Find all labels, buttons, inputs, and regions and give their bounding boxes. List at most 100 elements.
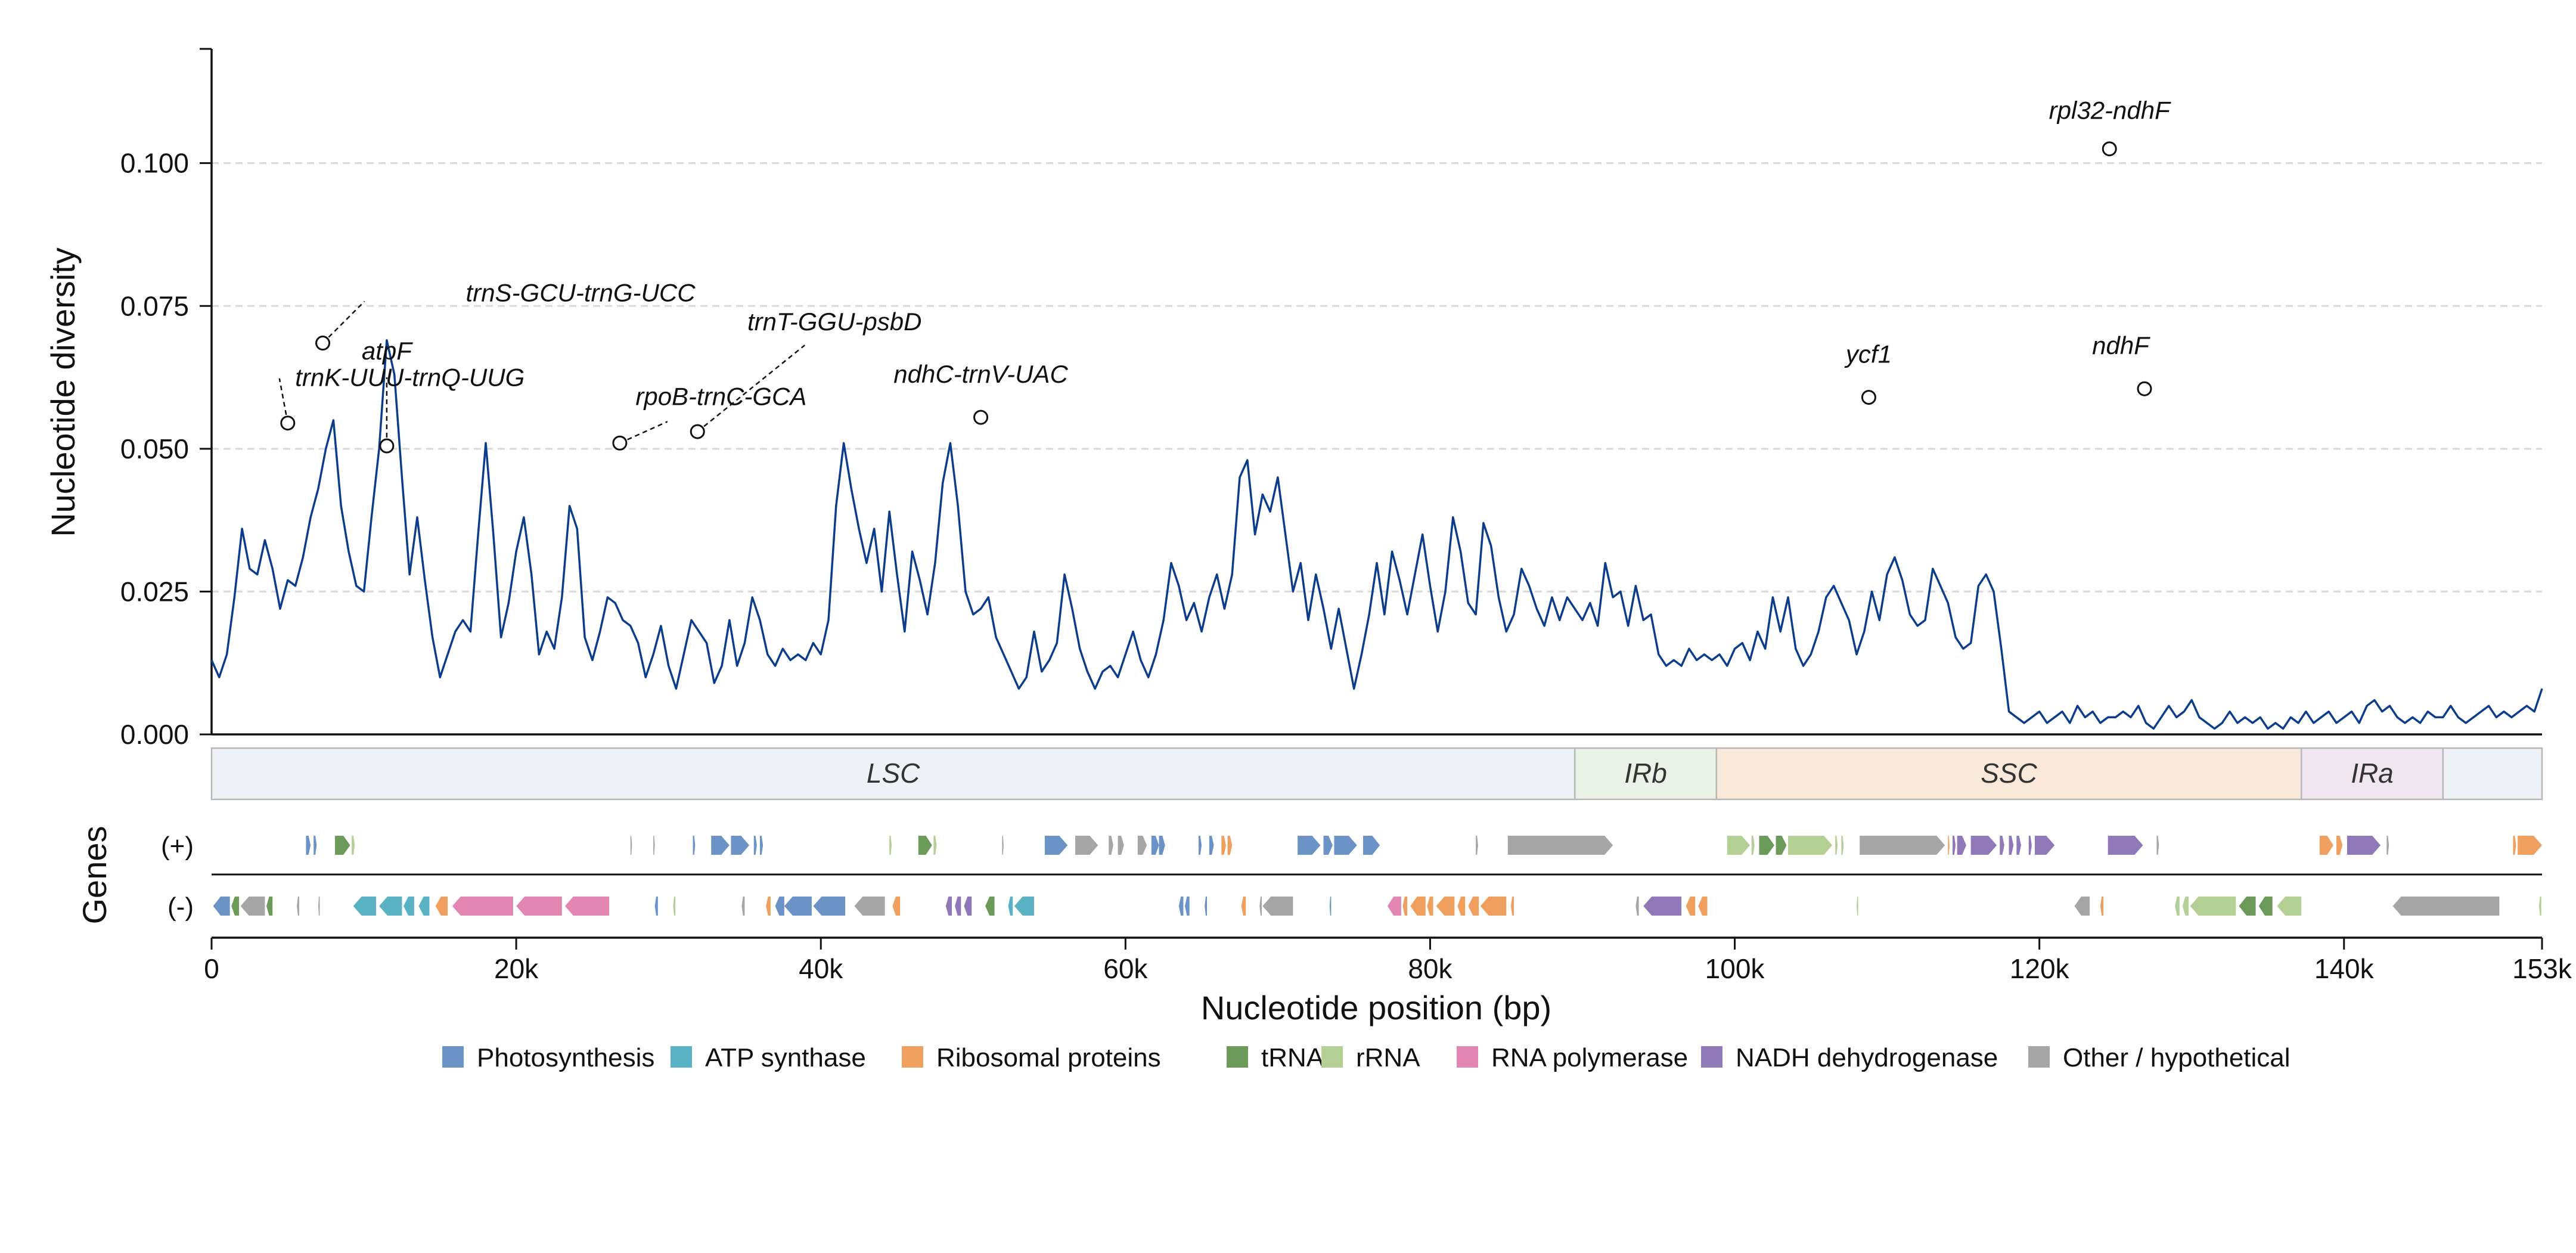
x-tick-label: 60k — [1103, 953, 1148, 984]
annotation-marker — [280, 415, 296, 431]
gene-plus — [2028, 836, 2032, 855]
y-tick-label: 0.025 — [120, 576, 189, 607]
gene-minus — [1008, 897, 1013, 916]
gene-minus — [1241, 897, 1246, 916]
gene-plus — [711, 836, 730, 855]
gene-minus — [1643, 897, 1682, 916]
gene-minus — [1457, 897, 1466, 916]
gene-minus — [266, 897, 273, 916]
x-tick-label: 153k — [2512, 953, 2572, 984]
gene-minus — [1635, 897, 1639, 916]
gene-plus — [2336, 836, 2343, 855]
gene-plus — [1957, 836, 1966, 855]
gene-plus — [731, 836, 750, 855]
gene-minus — [1014, 897, 1034, 916]
peak-annotations: trnK-UUU-trnQ-UUG trnS-GCU-trnG-UCC atpF rp… — [278, 97, 2171, 454]
gene-minus — [1387, 897, 1401, 916]
gene-minus — [318, 897, 320, 916]
legend-label: rRNA — [1356, 1043, 1420, 1072]
gene-plus — [2108, 836, 2143, 855]
gene-plus — [1788, 836, 1833, 855]
gene-plus — [1835, 836, 1838, 855]
gene-plus — [753, 836, 757, 855]
gene-minus — [673, 897, 676, 916]
gene-minus — [1698, 897, 1708, 916]
annotation-label: trnT-GGU-psbD — [747, 308, 922, 336]
gene-plus — [1776, 836, 1787, 855]
gene-plus — [630, 836, 632, 855]
y-tick-label: 0.100 — [120, 148, 189, 179]
annotation-leader — [697, 345, 806, 433]
gene-plus — [693, 836, 696, 855]
gene-plus — [1044, 836, 1068, 855]
gene-minus — [1436, 897, 1455, 916]
legend-label: RNA polymerase — [1491, 1043, 1688, 1072]
legend-swatch — [2028, 1046, 2050, 1068]
gene-plus — [2386, 836, 2389, 855]
gene-minus — [231, 897, 239, 916]
region-label: LSC — [867, 758, 920, 789]
annotation-label: trnK-UUU-trnQ-UUG — [295, 364, 524, 392]
gene-plus — [1209, 836, 1214, 855]
genome-region-bar: LSC IRb SSC IRa — [210, 747, 2543, 801]
axes: 0.000 0.025 0.050 0.075 0.100 0 20k 40k 60k 80k 10… — [120, 48, 2572, 984]
gene-plus — [2513, 836, 2516, 855]
gene-plus — [1860, 836, 1945, 855]
annotation-marker — [315, 336, 331, 351]
legend-swatch — [1227, 1046, 1248, 1068]
legend-swatch — [1321, 1046, 1343, 1068]
gene-plus — [1221, 836, 1226, 855]
gene-minus — [1857, 897, 1858, 916]
annotation-label: ndhF — [2092, 331, 2150, 359]
gene-minus — [964, 897, 972, 916]
strand-plus-label: (+) — [161, 832, 194, 861]
gene-minus — [2392, 897, 2500, 916]
y-tick-label: 0.050 — [120, 433, 189, 464]
legend-label: ATP synthase — [705, 1043, 866, 1072]
x-tick-label: 140k — [2314, 953, 2375, 984]
gene-minus — [2538, 897, 2541, 916]
gene-plus — [335, 836, 350, 855]
y-axis-label: Nucleotide diversity — [44, 247, 82, 537]
x-axis-label: Nucleotide position (bp) — [1201, 989, 1551, 1026]
gene-plus — [1323, 836, 1333, 855]
region-label: IRb — [1624, 758, 1667, 789]
annotation-marker — [690, 424, 705, 439]
gene-plus — [2319, 836, 2333, 855]
gene-plus — [1159, 836, 1165, 855]
gene-minus — [418, 897, 430, 916]
gene-plus — [1953, 836, 1956, 855]
gene-plus — [2518, 836, 2542, 855]
gene-minus — [1185, 897, 1190, 916]
strand-minus-label: (-) — [167, 892, 194, 922]
gene-minus — [435, 897, 448, 916]
annotation-marker — [612, 435, 628, 451]
y-tick-label: 0.000 — [120, 719, 189, 750]
gene-plus — [933, 836, 937, 855]
x-tick-label: 100k — [1705, 953, 1765, 984]
gene-minus — [516, 897, 562, 916]
annotation-label: trnS-GCU-trnG-UCC — [466, 279, 696, 307]
annotation-label: rpl32-ndhF — [2049, 97, 2171, 125]
gene-plus — [1841, 836, 1844, 855]
gene-minus — [1205, 897, 1208, 916]
gene-minus — [955, 897, 961, 916]
annotation-label: ndhC-trnV-UAC — [893, 360, 1068, 388]
gene-minus — [2074, 897, 2090, 916]
gene-minus — [1686, 897, 1696, 916]
gene-minus — [2258, 897, 2273, 916]
annotation-leader — [322, 300, 365, 344]
annotation-leader — [278, 378, 289, 423]
legend-swatch — [1457, 1046, 1478, 1068]
gene-plus — [1759, 836, 1774, 855]
gene-plus — [2009, 836, 2014, 855]
gene-plus — [2035, 836, 2055, 855]
grid-lines — [212, 162, 2542, 593]
gene-minus — [985, 897, 995, 916]
gene-minus — [813, 897, 846, 916]
region-label: IRa — [2351, 758, 2394, 789]
gene-minus — [1262, 897, 1293, 916]
gene-plus — [314, 836, 317, 855]
gene-minus — [1427, 897, 1433, 916]
